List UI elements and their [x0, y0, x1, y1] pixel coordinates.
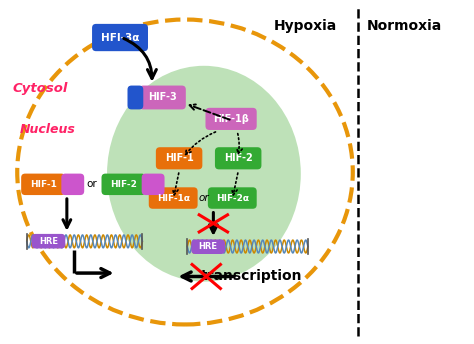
Text: HIF-2: HIF-2: [224, 153, 253, 163]
Text: HIF-1β: HIF-1β: [213, 114, 249, 124]
FancyBboxPatch shape: [128, 86, 143, 109]
Text: or: or: [86, 179, 97, 189]
FancyBboxPatch shape: [215, 147, 262, 169]
Text: transcription: transcription: [201, 269, 302, 283]
FancyBboxPatch shape: [208, 187, 257, 209]
Text: HRE: HRE: [199, 242, 218, 251]
Ellipse shape: [107, 66, 301, 282]
FancyBboxPatch shape: [191, 239, 225, 254]
FancyBboxPatch shape: [156, 147, 202, 169]
Text: HIF-2α: HIF-2α: [216, 194, 249, 203]
FancyBboxPatch shape: [142, 174, 164, 195]
FancyBboxPatch shape: [149, 187, 198, 209]
Text: HRE: HRE: [39, 237, 58, 246]
Text: HIF-1: HIF-1: [30, 180, 57, 189]
FancyBboxPatch shape: [61, 174, 84, 195]
Text: or: or: [199, 193, 209, 203]
FancyBboxPatch shape: [92, 24, 148, 51]
Text: Nucleus: Nucleus: [19, 123, 75, 136]
FancyBboxPatch shape: [139, 86, 186, 109]
Text: HIF-1α: HIF-1α: [156, 194, 190, 203]
Text: HIF-3: HIF-3: [148, 93, 177, 103]
FancyBboxPatch shape: [101, 174, 146, 195]
FancyBboxPatch shape: [21, 174, 65, 195]
FancyBboxPatch shape: [206, 108, 257, 130]
Text: HIF-2: HIF-2: [110, 180, 137, 189]
Text: Cytosol: Cytosol: [12, 82, 68, 95]
Text: HIF-1: HIF-1: [165, 153, 193, 163]
Text: Normoxia: Normoxia: [367, 19, 442, 33]
Text: Hypoxia: Hypoxia: [274, 19, 337, 33]
FancyBboxPatch shape: [32, 234, 65, 248]
Text: HFI-3α: HFI-3α: [101, 33, 139, 43]
